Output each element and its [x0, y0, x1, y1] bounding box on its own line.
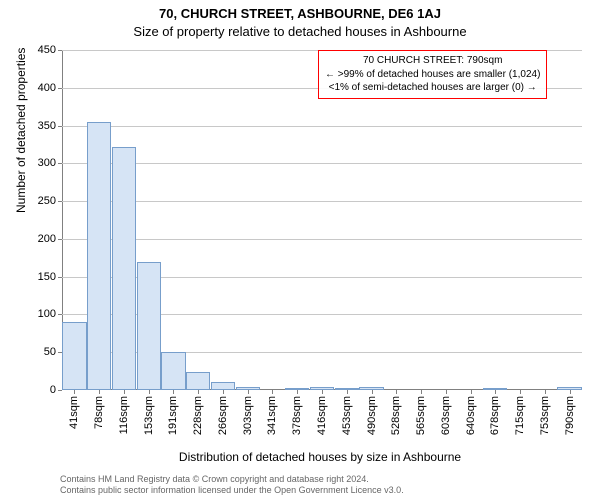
annotation-line-2: ← >99% of detached houses are smaller (1…: [325, 68, 540, 82]
plot-area: 05010015020025030035040045041sqm78sqm116…: [62, 50, 582, 390]
ytick-label: 50: [44, 346, 56, 358]
xtick-label: 565sqm: [415, 396, 427, 435]
annotation-line-3: <1% of semi-detached houses are larger (…: [325, 81, 540, 95]
xtick-label: 753sqm: [539, 396, 551, 435]
ytick-label: 400: [38, 82, 56, 94]
ytick-label: 100: [38, 308, 56, 320]
ytick-mark: [58, 314, 62, 315]
xtick-mark: [322, 390, 323, 394]
xtick-mark: [248, 390, 249, 394]
grid-line: [62, 239, 582, 240]
xtick-label: 266sqm: [217, 396, 229, 435]
xtick-label: 378sqm: [291, 396, 303, 435]
xtick-mark: [495, 390, 496, 394]
ytick-label: 300: [38, 157, 56, 169]
xtick-label: 528sqm: [390, 396, 402, 435]
ytick-mark: [58, 50, 62, 51]
x-axis-label: Distribution of detached houses by size …: [60, 450, 580, 464]
ytick-mark: [58, 88, 62, 89]
ytick-mark: [58, 239, 62, 240]
chart-title-sub: Size of property relative to detached ho…: [0, 24, 600, 39]
xtick-label: 678sqm: [489, 396, 501, 435]
ytick-mark: [58, 201, 62, 202]
xtick-label: 78sqm: [93, 396, 105, 429]
xtick-mark: [471, 390, 472, 394]
ytick-mark: [58, 163, 62, 164]
xtick-label: 715sqm: [514, 396, 526, 435]
bar: [137, 262, 161, 390]
bar: [161, 352, 185, 390]
xtick-mark: [396, 390, 397, 394]
xtick-label: 116sqm: [118, 396, 130, 434]
bar: [87, 122, 111, 390]
xtick-label: 191sqm: [167, 396, 179, 435]
xtick-label: 603sqm: [440, 396, 452, 435]
footer-line-1: Contains HM Land Registry data © Crown c…: [60, 474, 590, 485]
xtick-mark: [520, 390, 521, 394]
xtick-mark: [272, 390, 273, 394]
xtick-mark: [149, 390, 150, 394]
bar: [211, 382, 235, 390]
ytick-label: 0: [50, 384, 56, 396]
ytick-label: 150: [38, 271, 56, 283]
xtick-label: 416sqm: [316, 396, 328, 435]
chart-title-main: 70, CHURCH STREET, ASHBOURNE, DE6 1AJ: [0, 6, 600, 21]
xtick-mark: [173, 390, 174, 394]
xtick-label: 303sqm: [242, 396, 254, 435]
ytick-label: 200: [38, 233, 56, 245]
xtick-label: 453sqm: [341, 396, 353, 435]
y-axis-label: Number of detached properties: [14, 48, 28, 213]
annotation-box: 70 CHURCH STREET: 790sqm ← >99% of detac…: [318, 50, 547, 99]
xtick-label: 640sqm: [465, 396, 477, 435]
footer-line-2: Contains public sector information licen…: [60, 485, 590, 496]
annotation-line-1: 70 CHURCH STREET: 790sqm: [325, 54, 540, 68]
xtick-mark: [297, 390, 298, 394]
xtick-mark: [372, 390, 373, 394]
xtick-mark: [74, 390, 75, 394]
xtick-mark: [124, 390, 125, 394]
xtick-label: 41sqm: [68, 396, 80, 429]
xtick-label: 490sqm: [366, 396, 378, 435]
grid-line: [62, 126, 582, 127]
footer-attribution: Contains HM Land Registry data © Crown c…: [60, 474, 590, 496]
bar: [186, 372, 210, 390]
ytick-mark: [58, 277, 62, 278]
grid-line: [62, 201, 582, 202]
xtick-mark: [198, 390, 199, 394]
xtick-label: 228sqm: [192, 396, 204, 435]
xtick-label: 341sqm: [266, 396, 278, 435]
xtick-mark: [545, 390, 546, 394]
ytick-mark: [58, 390, 62, 391]
xtick-mark: [99, 390, 100, 394]
xtick-mark: [446, 390, 447, 394]
ytick-mark: [58, 126, 62, 127]
grid-line: [62, 163, 582, 164]
xtick-label: 153sqm: [143, 396, 155, 435]
xtick-mark: [347, 390, 348, 394]
xtick-label: 790sqm: [564, 396, 576, 435]
ytick-label: 250: [38, 195, 56, 207]
bar: [112, 147, 136, 390]
ytick-label: 350: [38, 120, 56, 132]
bar: [62, 322, 86, 390]
xtick-mark: [570, 390, 571, 394]
xtick-mark: [223, 390, 224, 394]
xtick-mark: [421, 390, 422, 394]
ytick-label: 450: [38, 44, 56, 56]
